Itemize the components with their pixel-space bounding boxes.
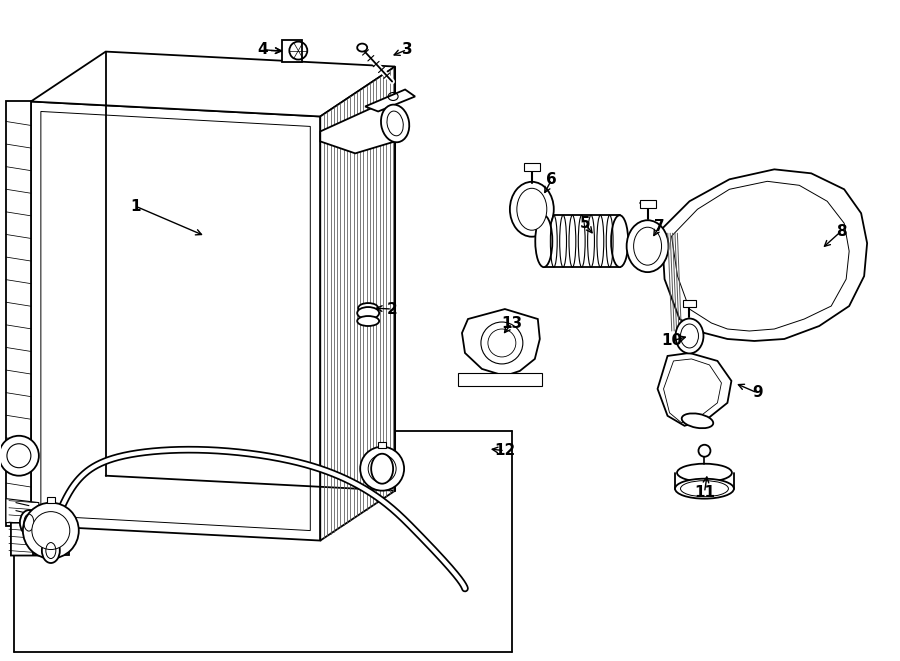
Text: 6: 6 [546,172,557,187]
FancyBboxPatch shape [524,163,540,171]
Text: 3: 3 [401,42,412,57]
Polygon shape [320,106,400,153]
Ellipse shape [634,227,661,265]
Text: 2: 2 [387,301,398,317]
FancyBboxPatch shape [640,200,655,208]
Ellipse shape [357,44,367,52]
Circle shape [360,447,404,490]
Text: 7: 7 [654,219,665,234]
Text: 12: 12 [494,444,516,458]
Text: 9: 9 [752,385,762,401]
Polygon shape [458,373,542,386]
FancyBboxPatch shape [47,496,55,502]
Circle shape [368,455,396,483]
Ellipse shape [675,479,734,498]
Text: 5: 5 [580,215,590,231]
Polygon shape [11,523,46,555]
Circle shape [32,512,70,549]
Ellipse shape [20,510,38,535]
Ellipse shape [371,453,393,484]
Ellipse shape [357,307,379,319]
Polygon shape [658,353,732,426]
Ellipse shape [510,182,554,237]
FancyBboxPatch shape [682,300,697,307]
Text: 1: 1 [130,199,141,214]
Ellipse shape [611,215,628,267]
Text: 4: 4 [257,42,267,57]
Polygon shape [33,547,68,555]
Ellipse shape [517,188,547,230]
Polygon shape [31,52,395,116]
Ellipse shape [381,104,410,142]
Ellipse shape [536,215,553,267]
Ellipse shape [358,303,378,313]
Polygon shape [365,89,415,112]
FancyBboxPatch shape [378,442,386,447]
Ellipse shape [626,220,669,272]
Polygon shape [6,102,31,525]
Ellipse shape [676,319,704,354]
Text: 10: 10 [661,334,682,348]
Ellipse shape [681,413,713,428]
Polygon shape [283,40,302,61]
Polygon shape [6,498,39,523]
Circle shape [0,436,39,476]
Polygon shape [31,102,320,541]
Circle shape [22,502,79,559]
Ellipse shape [42,538,59,563]
Ellipse shape [677,464,732,482]
Polygon shape [462,309,540,376]
Circle shape [698,445,710,457]
Ellipse shape [680,324,698,348]
Polygon shape [662,169,867,341]
Text: 11: 11 [694,485,715,500]
Text: 13: 13 [501,315,522,330]
Text: 8: 8 [836,223,847,239]
Polygon shape [320,67,395,541]
Ellipse shape [357,316,379,326]
